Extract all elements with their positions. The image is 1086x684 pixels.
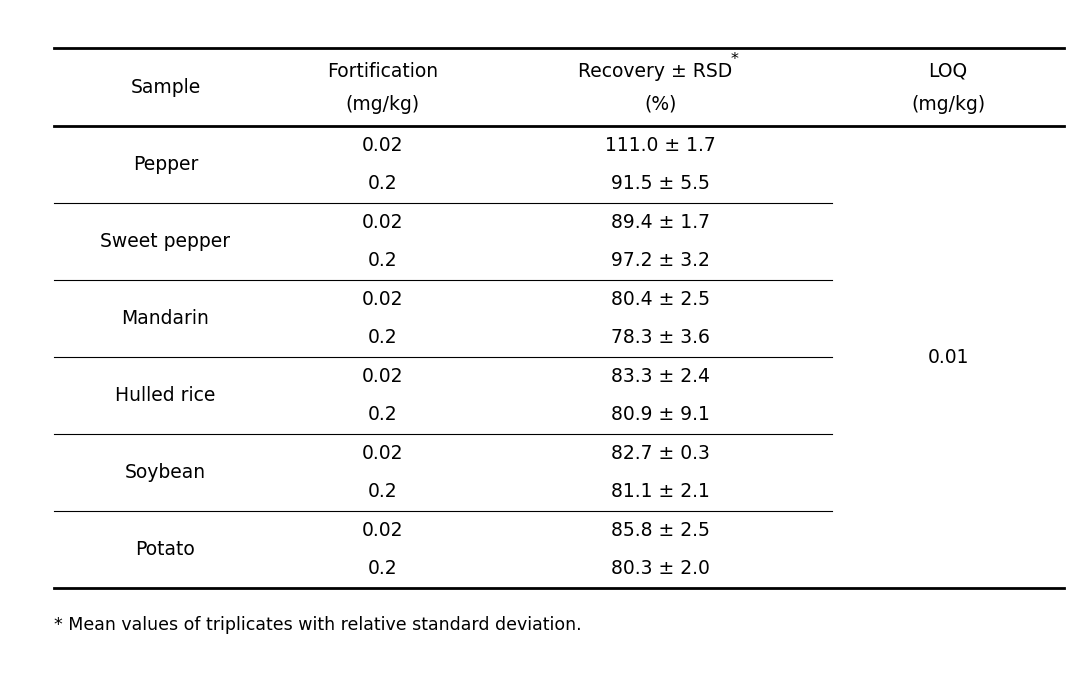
Text: 0.02: 0.02 (362, 136, 403, 155)
Text: (mg/kg): (mg/kg) (345, 95, 419, 114)
Text: 0.2: 0.2 (368, 174, 397, 194)
Text: 0.02: 0.02 (362, 521, 403, 540)
Text: 0.02: 0.02 (362, 444, 403, 463)
Text: 97.2 ± 3.2: 97.2 ± 3.2 (610, 252, 710, 270)
Text: 0.02: 0.02 (362, 367, 403, 386)
Text: 0.02: 0.02 (362, 290, 403, 309)
Text: 82.7 ± 0.3: 82.7 ± 0.3 (610, 444, 710, 463)
Text: (mg/kg): (mg/kg) (911, 95, 985, 114)
Text: Recovery ± RSD: Recovery ± RSD (578, 62, 732, 81)
Text: 0.2: 0.2 (368, 482, 397, 501)
Text: 78.3 ± 3.6: 78.3 ± 3.6 (610, 328, 710, 347)
Text: 0.01: 0.01 (927, 347, 969, 367)
Text: Mandarin: Mandarin (122, 309, 210, 328)
Text: 80.4 ± 2.5: 80.4 ± 2.5 (610, 290, 710, 309)
Text: 0.2: 0.2 (368, 252, 397, 270)
Text: Fortification: Fortification (327, 62, 438, 81)
Text: 89.4 ± 1.7: 89.4 ± 1.7 (610, 213, 710, 232)
Text: 0.2: 0.2 (368, 328, 397, 347)
Text: (%): (%) (644, 95, 677, 114)
Text: Soybean: Soybean (125, 463, 206, 482)
Text: 80.9 ± 9.1: 80.9 ± 9.1 (610, 406, 710, 425)
Text: 85.8 ± 2.5: 85.8 ± 2.5 (610, 521, 710, 540)
Text: 81.1 ± 2.1: 81.1 ± 2.1 (610, 482, 710, 501)
Text: 0.02: 0.02 (362, 213, 403, 232)
Text: * Mean values of triplicates with relative standard deviation.: * Mean values of triplicates with relati… (54, 616, 582, 633)
Text: 91.5 ± 5.5: 91.5 ± 5.5 (610, 174, 710, 194)
Text: 111.0 ± 1.7: 111.0 ± 1.7 (605, 136, 716, 155)
Text: Sample: Sample (130, 77, 201, 96)
Text: 0.2: 0.2 (368, 560, 397, 579)
Text: Sweet pepper: Sweet pepper (100, 233, 230, 251)
Text: LOQ: LOQ (929, 62, 968, 81)
Text: Pepper: Pepper (132, 155, 198, 174)
Text: 0.2: 0.2 (368, 406, 397, 425)
Text: 80.3 ± 2.0: 80.3 ± 2.0 (610, 560, 710, 579)
Text: Hulled rice: Hulled rice (115, 386, 216, 405)
Text: 83.3 ± 2.4: 83.3 ± 2.4 (610, 367, 710, 386)
Text: *: * (730, 51, 738, 66)
Text: Potato: Potato (136, 540, 195, 560)
